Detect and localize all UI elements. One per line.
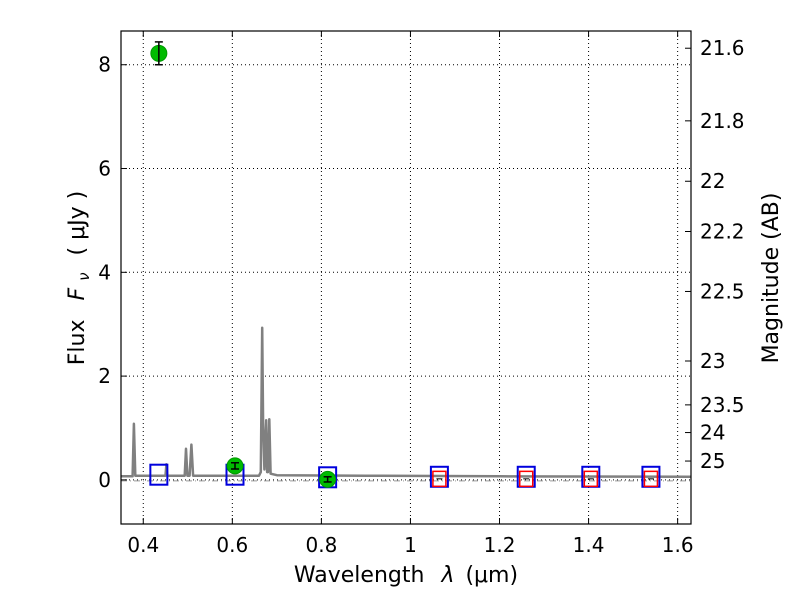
x-tick-label: 0.8 [305,533,337,557]
x-tick-label: 1.2 [484,533,516,557]
y-axis-label-prefix: Flux [65,319,90,365]
mag-tick-label: 24 [700,421,725,445]
x-axis-label-unit: (μm) [465,563,518,588]
x-axis-label: Wavelength λ (μm) [294,563,518,588]
y-axis-label-subscript: ν [75,272,93,280]
x-tick-label: 0.6 [216,533,248,557]
y-tick-label: 6 [98,157,111,181]
y-tick-label: 4 [98,260,111,284]
plot-frame [120,30,692,525]
x-tick-label: 1.4 [573,533,605,557]
mag-tick-label: 25 [700,449,725,473]
y-axis-label-unit: ( μJy ) [65,191,90,256]
upper-limit-point [583,470,599,488]
x-axis-label-symbol: λ [440,563,454,588]
mag-tick-label: 21.8 [700,109,745,133]
mag-tick-label: 23.5 [700,393,745,417]
model-photometry-point [149,463,169,486]
mag-tick-label: 23 [700,349,725,373]
grid-lines [121,31,691,524]
mag-tick-label: 22 [700,169,725,193]
upper-limit-point [518,470,534,488]
mag-tick-label: 22.5 [700,279,745,303]
x-tick-label: 1.6 [662,533,694,557]
model-spectrum-line [121,326,692,479]
x-tick-label: 1 [404,533,417,557]
axes-frame [120,30,692,525]
y-axis-label: Flux F ν ( μJy ) [65,191,95,365]
x-axis-label-prefix: Wavelength [294,563,425,588]
y-tick-label: 8 [98,53,111,77]
mag-tick-label: 22.2 [700,219,745,243]
y-tick-label: 2 [98,364,111,388]
upper-limit-point [643,470,659,488]
y-axis-label-symbol: F [65,287,90,300]
series-layer [121,41,692,489]
upper-limit-point [432,470,447,488]
mag-tick-label: 21.6 [700,36,745,60]
tick-labels: 0.4 0.6 0.8 1 1.2 1.4 1.60246821.621.82222.222… [98,36,744,557]
x-tick-label: 0.4 [127,533,159,557]
y2-axis-label: Magnitude (AB) [759,193,784,364]
y-tick-label: 0 [98,468,111,492]
